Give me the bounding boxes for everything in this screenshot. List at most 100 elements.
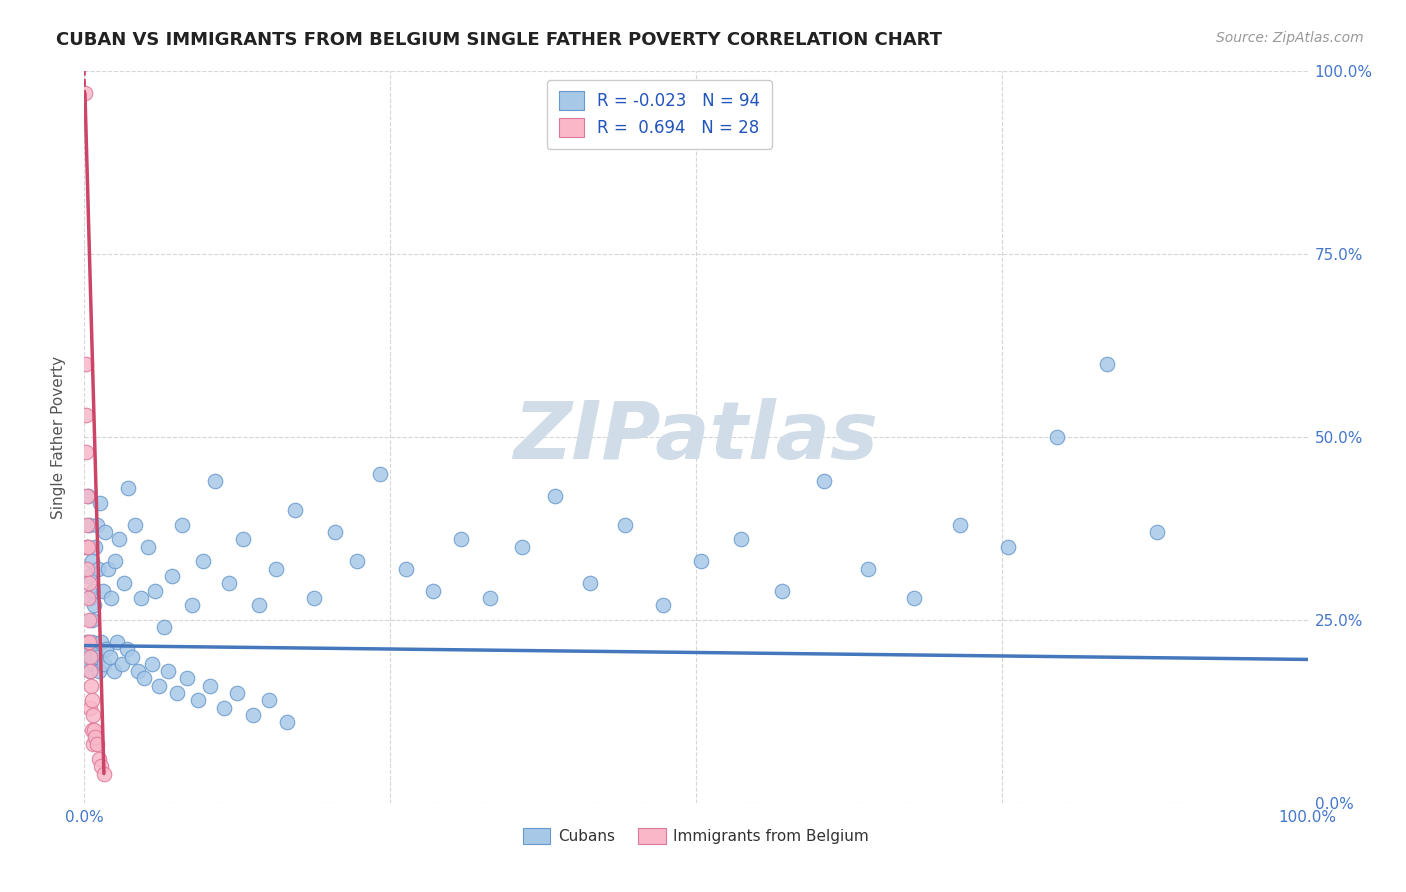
Point	[510, 540, 533, 554]
Point	[77, 635, 100, 649]
Point	[80, 635, 103, 649]
Point	[86, 517, 108, 532]
Point	[129, 591, 152, 605]
Point	[79, 635, 101, 649]
Point	[226, 686, 249, 700]
Point	[479, 591, 502, 605]
Point	[76, 635, 98, 649]
Y-axis label: Single Father Poverty: Single Father Poverty	[51, 356, 66, 518]
Point	[75, 444, 97, 458]
Point	[143, 583, 166, 598]
Point	[121, 649, 143, 664]
Point	[84, 642, 107, 657]
Point	[323, 525, 346, 540]
Point	[75, 408, 97, 422]
Point	[82, 737, 104, 751]
Point	[191, 554, 214, 568]
Point	[212, 700, 235, 714]
Point	[148, 679, 170, 693]
Point	[450, 533, 472, 547]
Point	[83, 657, 105, 671]
Point	[730, 533, 752, 547]
Point	[75, 357, 97, 371]
Point	[187, 693, 209, 707]
Point	[76, 540, 98, 554]
Point	[79, 700, 101, 714]
Point	[75, 649, 97, 664]
Point	[76, 540, 98, 554]
Point	[176, 672, 198, 686]
Point	[117, 481, 139, 495]
Point	[80, 613, 103, 627]
Point	[107, 533, 129, 547]
Point	[82, 583, 104, 598]
Point	[77, 569, 100, 583]
Point	[652, 599, 675, 613]
Point	[858, 562, 880, 576]
Point	[1146, 525, 1168, 540]
Point	[86, 737, 108, 751]
Point	[232, 533, 254, 547]
Point	[104, 554, 127, 568]
Point	[77, 540, 100, 554]
Point	[98, 649, 121, 664]
Point	[84, 730, 107, 744]
Point	[87, 664, 110, 678]
Point	[76, 562, 98, 576]
Point	[266, 562, 288, 576]
Point	[77, 613, 100, 627]
Point	[370, 467, 392, 481]
Point	[86, 649, 108, 664]
Point	[276, 715, 298, 730]
Point	[578, 576, 600, 591]
Point	[172, 517, 194, 532]
Point	[93, 657, 115, 671]
Point	[689, 554, 711, 568]
Point	[156, 664, 179, 678]
Point	[89, 496, 111, 510]
Point	[614, 517, 637, 532]
Point	[80, 723, 103, 737]
Point	[94, 525, 117, 540]
Point	[103, 664, 125, 678]
Point	[200, 679, 222, 693]
Point	[284, 503, 307, 517]
Point	[77, 657, 100, 671]
Point	[82, 649, 104, 664]
Point	[395, 562, 418, 576]
Text: Source: ZipAtlas.com: Source: ZipAtlas.com	[1216, 31, 1364, 45]
Point	[87, 752, 110, 766]
Point	[77, 489, 100, 503]
Point	[346, 554, 368, 568]
Point	[218, 576, 240, 591]
Text: ZIPatlas: ZIPatlas	[513, 398, 879, 476]
Point	[76, 489, 98, 503]
Point	[162, 569, 184, 583]
Point	[83, 599, 105, 613]
Point	[166, 686, 188, 700]
Point	[304, 591, 326, 605]
Point	[257, 693, 280, 707]
Legend: Cubans, Immigrants from Belgium: Cubans, Immigrants from Belgium	[517, 822, 875, 850]
Point	[77, 576, 100, 591]
Point	[770, 583, 793, 598]
Point	[115, 642, 138, 657]
Point	[204, 474, 226, 488]
Point	[111, 657, 134, 671]
Point	[903, 591, 925, 605]
Point	[77, 517, 100, 532]
Point	[1095, 357, 1118, 371]
Point	[80, 679, 103, 693]
Point	[813, 474, 835, 488]
Point	[105, 635, 128, 649]
Point	[136, 540, 159, 554]
Point	[83, 723, 105, 737]
Point	[79, 664, 101, 678]
Point	[100, 591, 122, 605]
Point	[124, 517, 146, 532]
Point	[90, 759, 112, 773]
Point	[73, 87, 96, 101]
Point	[82, 708, 104, 723]
Point	[181, 599, 204, 613]
Point	[77, 642, 100, 657]
